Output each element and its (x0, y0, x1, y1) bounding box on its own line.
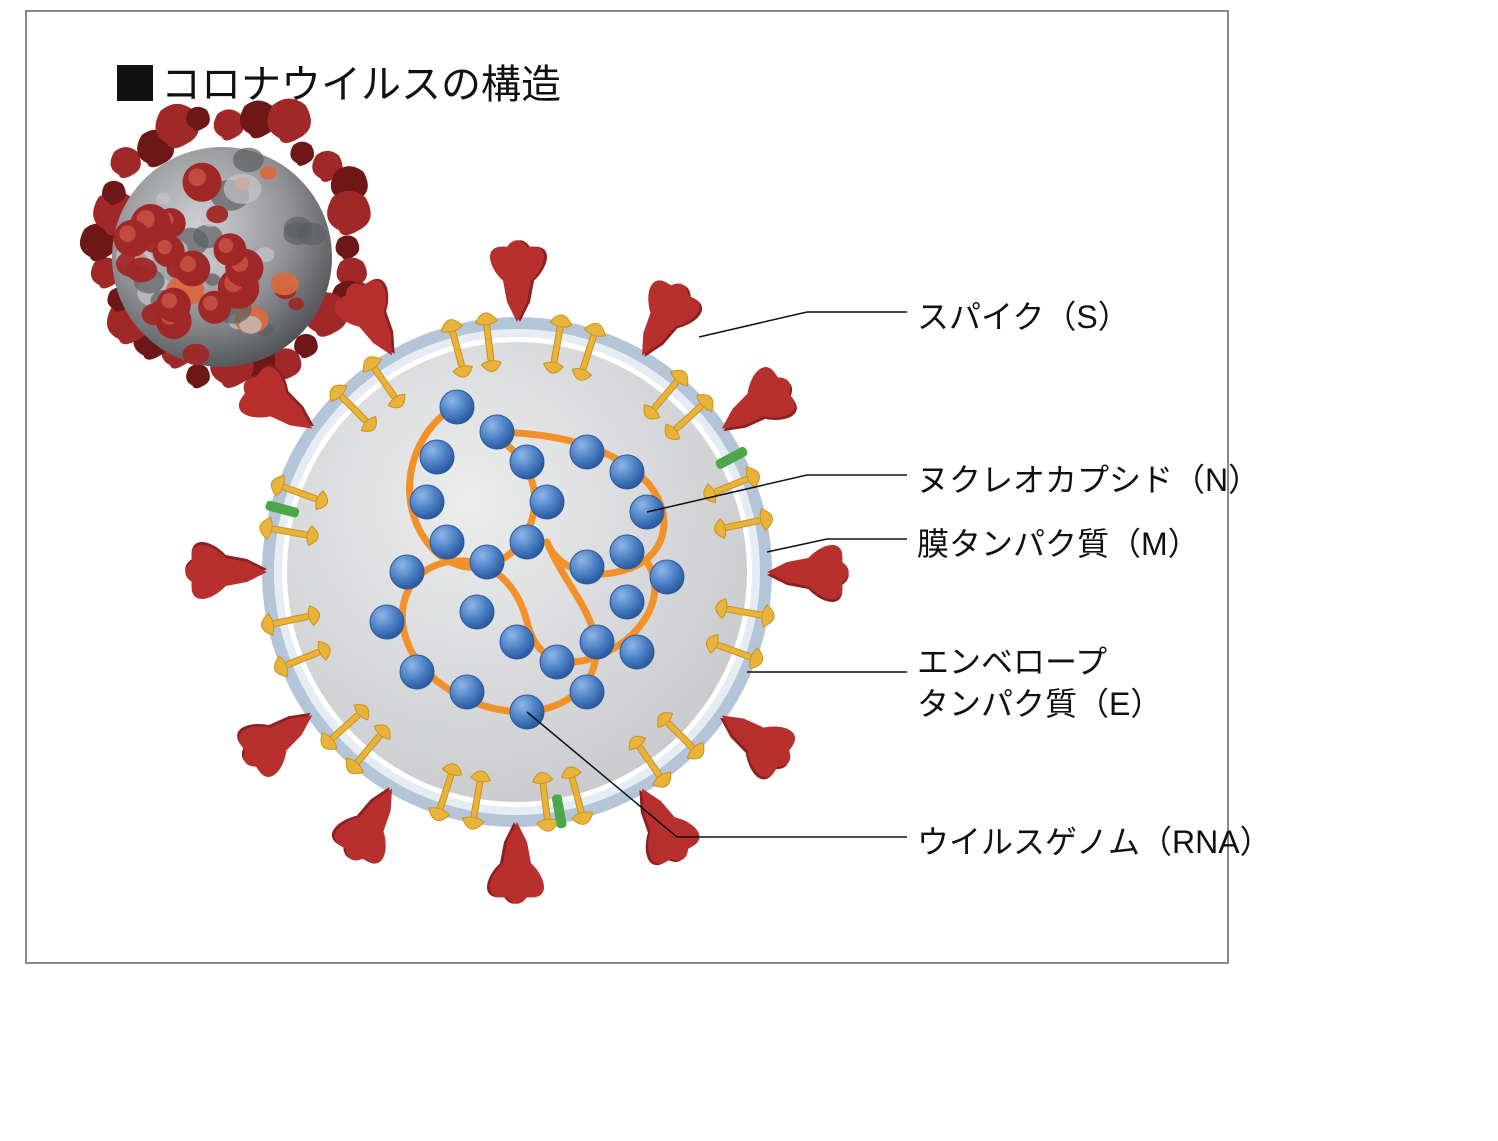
nucleocapsid-bead (610, 455, 644, 489)
nucleocapsid-bead (510, 525, 544, 559)
nucleocapsid-bead (480, 415, 514, 449)
virus-thumbnail (80, 98, 371, 388)
label-membrane: 膜タンパク質（M） (917, 524, 1200, 566)
nucleocapsid-bead (570, 550, 604, 584)
nucleocapsid-bead (420, 440, 454, 474)
nucleocapsid-bead (430, 525, 464, 559)
nucleocapsid-bead (450, 675, 484, 709)
nucleocapsid-bead (580, 625, 614, 659)
canvas: コロナウイルスの構造 (0, 0, 1498, 1141)
nucleocapsid-bead (370, 605, 404, 639)
nucleocapsid-bead (540, 645, 574, 679)
nucleocapsid-bead (460, 595, 494, 629)
nucleocapsid-bead (400, 655, 434, 689)
nucleocapsid-bead (410, 485, 444, 519)
nucleocapsid-bead (510, 445, 544, 479)
spike-protein (767, 545, 849, 602)
nucleocapsid-bead (440, 390, 474, 424)
nucleocapsid-bead (620, 635, 654, 669)
nucleocapsid-bead (470, 545, 504, 579)
nucleocapsid-bead (570, 675, 604, 709)
nucleocapsid-bead (650, 560, 684, 594)
diagram-frame: コロナウイルスの構造 (25, 10, 1229, 964)
nucleocapsid-bead (610, 535, 644, 569)
label-rna: ウイルスゲノム（RNA） (917, 822, 1272, 864)
spike-protein (490, 240, 547, 322)
nucleocapsid-bead (530, 485, 564, 519)
nucleocapsid-bead (390, 555, 424, 589)
nucleocapsid-bead (500, 625, 534, 659)
label-nucleocapsid: ヌクレオカプシド（N） (917, 460, 1260, 502)
spike-protein (487, 822, 544, 904)
nucleocapsid-bead (570, 435, 604, 469)
label-envelope: エンベロープ タンパク質（E） (917, 642, 1162, 725)
leader-line-spike (699, 312, 907, 337)
label-spike: スパイク（S） (917, 297, 1130, 339)
nucleocapsid-bead (610, 585, 644, 619)
spike-protein (185, 542, 267, 599)
